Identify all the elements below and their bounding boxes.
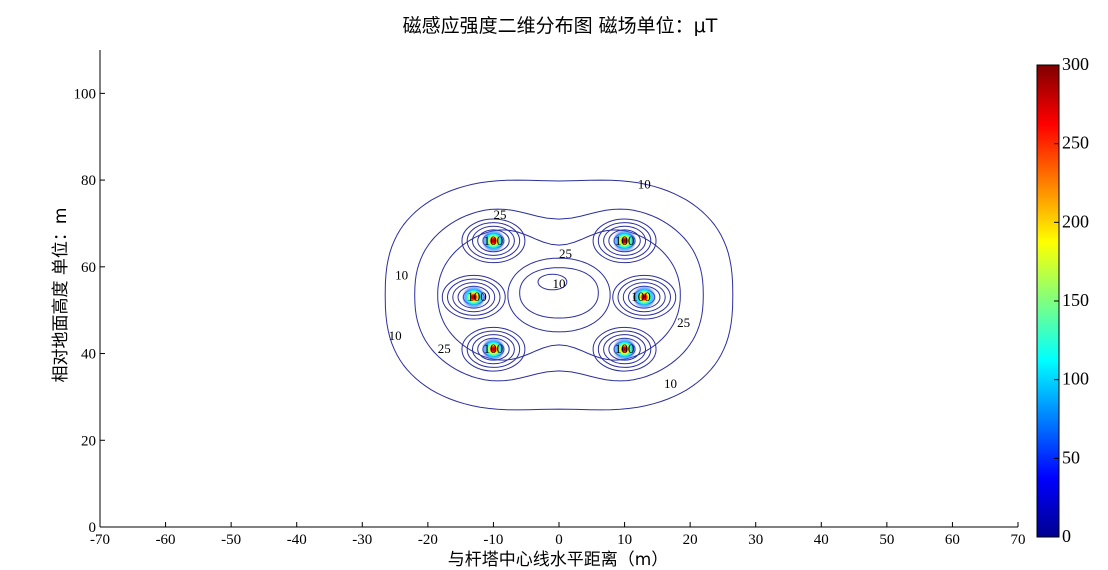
conductor-hotspot: [481, 337, 506, 362]
x-tick-label: -10: [483, 532, 503, 548]
colorbar-ticks: 0 50 100 150 200 250 300: [1054, 54, 1089, 546]
contour-label: 10: [389, 328, 402, 343]
conductor-ring: [466, 330, 521, 368]
contour-label: 100: [615, 341, 635, 356]
conductor-ring: [447, 278, 501, 316]
contour-label: 25: [493, 207, 506, 222]
x-tick-label: 0: [555, 532, 563, 548]
conductor-ring: [452, 282, 496, 313]
x-tick-label: 10: [617, 532, 632, 548]
conductor-ring: [592, 218, 657, 264]
conductor-ring: [471, 225, 515, 256]
contour-label: 25: [559, 246, 572, 261]
contour-mid-ring: [519, 267, 599, 319]
contour-10-outer: [384, 179, 734, 411]
contour-labels: 10 10 10 10 10 25 25 25 25 100 100 100 100 100 100: [389, 176, 691, 390]
x-tick-label: 40: [814, 532, 829, 548]
axes: -70 -60 -50 -40 -30 -20 -10 0 10 20 30 40 50 60 70 0 20 4…: [74, 50, 1026, 548]
y-tick-label: 0: [89, 520, 97, 536]
conductor-ring: [597, 330, 652, 368]
conductor-hotspot: [632, 285, 657, 310]
x-tick-label: 20: [683, 532, 698, 548]
y-tick-label: 80: [81, 173, 96, 189]
contour-label: 25: [677, 315, 690, 330]
x-tick-label: -40: [287, 532, 307, 548]
contour-10-center: [537, 273, 568, 291]
contour-10-inner: [414, 208, 704, 382]
colorbar-tick-label: 200: [1062, 211, 1089, 231]
conductor-ring: [466, 222, 521, 260]
hotspots: [461, 228, 657, 362]
contour-label: 25: [438, 341, 451, 356]
contour-25-center: [507, 257, 611, 333]
conductor-ring: [612, 274, 677, 320]
conductor-ring: [597, 222, 652, 260]
x-tick-label: -60: [156, 532, 176, 548]
conductor-hotspot: [612, 228, 637, 253]
y-tick-label: 40: [81, 347, 96, 363]
conductor-hotspot: [612, 337, 637, 362]
x-tick-label: 70: [1011, 532, 1026, 548]
conductor-ring: [461, 218, 526, 264]
conductor-ring: [622, 282, 666, 313]
conductor-ring: [441, 274, 506, 320]
x-tick-label: 30: [748, 532, 763, 548]
colorbar-tick-label: 50: [1062, 447, 1080, 467]
y-tick-label: 100: [74, 86, 97, 102]
contour-label: 100: [615, 233, 635, 248]
contour-label: 100: [631, 289, 651, 304]
contour-label: 100: [484, 341, 504, 356]
conductor-ring: [603, 334, 647, 365]
conductor-hotspot: [481, 228, 506, 253]
y-tick-label: 20: [81, 433, 96, 449]
x-tick-label: -70: [90, 532, 110, 548]
contour-label: 100: [484, 233, 504, 248]
y-axis-label: 相对地面高度 单位：m: [51, 208, 71, 383]
conductor-hotspot: [461, 285, 486, 310]
conductor-ring: [471, 334, 515, 365]
colorbar-tick-label: 100: [1062, 369, 1089, 389]
colorbar: 0 50 100 150 200 250 300: [1036, 54, 1089, 546]
colorbar-tick-label: 0: [1062, 526, 1071, 546]
colorbar-tick-label: 250: [1062, 133, 1089, 153]
x-tick-label: -50: [221, 532, 241, 548]
y-tick-label: 60: [81, 260, 96, 276]
x-tick-label: 50: [879, 532, 894, 548]
colorbar-tick-label: 150: [1062, 290, 1089, 310]
conductor-ring: [461, 326, 526, 372]
conductor-ring: [617, 278, 671, 316]
contour-label: 100: [467, 289, 487, 304]
conductor-ring: [603, 225, 647, 256]
contour-label: 10: [664, 376, 677, 391]
conductor-ring: [592, 326, 657, 372]
contour-label: 10: [638, 176, 651, 191]
colorbar-tick-label: 300: [1062, 54, 1089, 74]
contour-lines: [384, 179, 734, 411]
contour-label: 10: [395, 267, 408, 282]
x-tick-label: -20: [418, 532, 438, 548]
x-tick-label: -30: [352, 532, 372, 548]
x-tick-label: 60: [945, 532, 960, 548]
x-axis-label: 与杆塔中心线水平距离（m）: [448, 550, 669, 570]
chart-title: 磁感应强度二维分布图 磁场单位：μT: [403, 15, 718, 37]
contour-label: 10: [553, 276, 566, 291]
